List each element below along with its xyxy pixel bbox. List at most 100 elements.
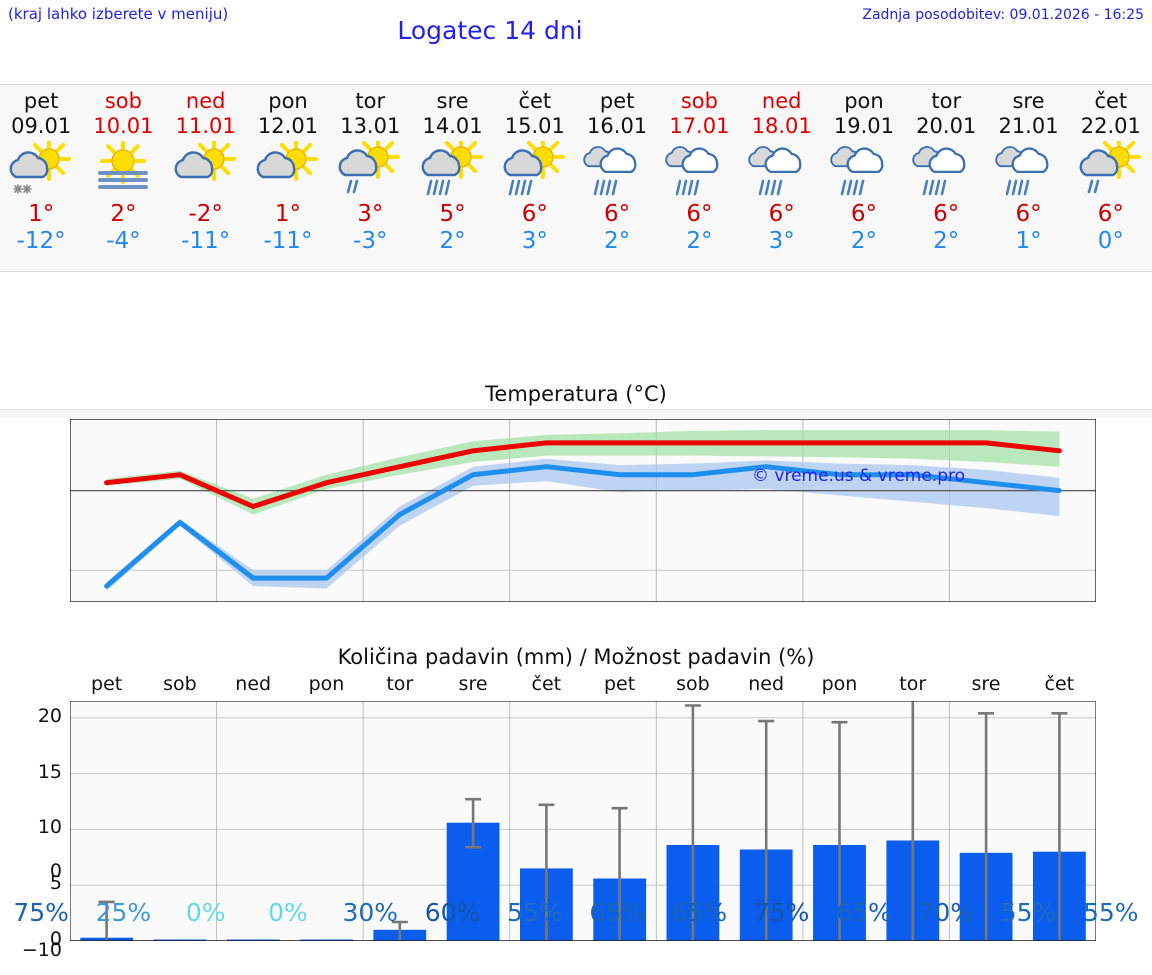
temperature-max-label: 3°	[357, 201, 384, 227]
menu-hint: (kraj lahko izberete v meniju)	[8, 5, 229, 23]
date-label: 15.01	[504, 114, 565, 138]
temperature-ytick-0: 0	[49, 859, 62, 882]
sun-fog-icon	[84, 141, 162, 199]
sun-cloud-rain-icon	[414, 141, 492, 199]
date-label: 16.01	[587, 114, 648, 138]
precipitation-day-label: čet	[531, 673, 562, 695]
cloud-rain-icon	[660, 141, 738, 199]
temperature-chart-section: Temperatura (°C) 0 −10	[0, 382, 1152, 961]
date-label: 10.01	[93, 114, 154, 138]
forecast-day-column[interactable]: ned 18.01 6° 3°	[741, 85, 823, 271]
day-of-week-label: pon	[844, 89, 884, 113]
date-label: 22.01	[1080, 114, 1141, 138]
temperature-min-label: 2°	[850, 228, 878, 254]
precipitation-chart-section: Količina padavin (mm) / Možnost padavin …	[0, 645, 1152, 975]
temperature-max-label: 6°	[933, 201, 960, 227]
forecast-day-column[interactable]: pet 16.01 6° 2°	[576, 85, 658, 271]
page-header: (kraj lahko izberete v meniju) Logatec 1…	[0, 0, 1152, 60]
date-label: 09.01	[11, 114, 72, 138]
day-of-week-label: sre	[1012, 89, 1045, 113]
precipitation-plot	[70, 701, 1096, 941]
temperature-max-label: 6°	[604, 201, 631, 227]
precipitation-day-label: pon	[308, 673, 345, 695]
forecast-day-column[interactable]: sob 10.01 2° -4°	[82, 85, 164, 271]
temperature-min-label: 1°	[1015, 228, 1042, 254]
cloud-rain-icon	[825, 141, 903, 199]
temperature-min-label: -11°	[181, 228, 231, 254]
temperature-min-label: -4°	[106, 228, 141, 254]
forecast-day-column[interactable]: pon 12.01 1° -11°	[247, 85, 329, 271]
day-of-week-label: pon	[268, 89, 308, 113]
forecast-day-column[interactable]: pet 09.01 1° -12°	[0, 85, 82, 271]
day-of-week-label: sob	[680, 89, 718, 113]
date-label: 14.01	[422, 114, 483, 138]
temperature-min-label: 2°	[686, 228, 713, 254]
temperature-chart-title: Temperatura (°C)	[485, 382, 667, 406]
temperature-min-label: -11°	[263, 228, 313, 254]
precipitation-ytick-label: 0	[49, 928, 62, 950]
precipitation-day-label: ned	[748, 673, 785, 695]
sun-cloud-icon	[249, 141, 327, 199]
day-of-week-label: tor	[355, 89, 386, 113]
day-of-week-label: pet	[599, 89, 635, 113]
temperature-max-label: 6°	[521, 201, 548, 227]
precipitation-chart-title: Količina padavin (mm) / Možnost padavin …	[337, 645, 815, 669]
precipitation-day-labels: pet sob ned pon tor sre čet pet sob ned pon tor sre č…	[70, 673, 1096, 697]
precipitation-ytick-label: 5	[49, 872, 62, 895]
temperature-min-label: 3°	[521, 228, 548, 254]
forecast-day-column[interactable]: ned 11.01 -2° -11°	[165, 85, 247, 271]
temperature-max-label: 5°	[439, 201, 466, 227]
precipitation-day-label: sre	[458, 673, 488, 695]
precipitation-day-label: sre	[971, 673, 1001, 695]
temperature-min-label: 0°	[1097, 228, 1124, 254]
forecast-day-column[interactable]: sre 14.01 5° 2°	[411, 85, 493, 271]
precipitation-probability-label: 0%	[185, 898, 226, 927]
temperature-min-label: 2°	[439, 228, 466, 254]
sun-cloud-rain-light-icon	[331, 141, 409, 199]
precipitation-probability-label: 75%	[753, 898, 810, 927]
temperature-max-label: 2°	[110, 201, 137, 227]
forecast-day-column[interactable]: tor 20.01 6° 2°	[905, 85, 987, 271]
precipitation-probability-label: 55%	[1083, 898, 1139, 927]
precipitation-probability-label: 65%	[589, 898, 645, 927]
temperature-min-label: 2°	[604, 228, 631, 254]
temperature-ytick-minus10: −10	[21, 939, 62, 962]
precipitation-probability-label: 55%	[1000, 898, 1057, 927]
date-label: 20.01	[916, 114, 977, 138]
forecast-day-column[interactable]: pon 19.01 6° 2°	[823, 85, 905, 271]
day-of-week-label: sob	[104, 89, 142, 113]
forecast-day-column[interactable]: sob 17.01 6° 2°	[658, 85, 740, 271]
precipitation-day-label: čet	[1044, 673, 1075, 695]
sun-cloud-icon	[167, 141, 245, 199]
sun-cloud-rain-icon	[496, 141, 574, 199]
forecast-day-column[interactable]: sre 21.01 6° 1°	[987, 85, 1069, 271]
precipitation-probability-label: 65%	[836, 898, 892, 927]
precipitation-day-label: tor	[899, 673, 927, 695]
temperature-max-label: 1°	[274, 201, 302, 227]
precipitation-day-label: tor	[386, 673, 414, 695]
last-updated-label: Zadnja posodobitev: 09.01.2026 - 16:25	[862, 7, 1144, 23]
sun-cloud-rain-light-icon	[1072, 141, 1150, 199]
precipitation-probability-label: 25%	[95, 898, 152, 927]
precipitation-probability-label: 30%	[342, 898, 399, 927]
temperature-max-label: 6°	[686, 201, 713, 227]
precipitation-ytick-label: 10	[37, 816, 62, 839]
forecast-day-column[interactable]: čet 22.01 6° 0°	[1070, 85, 1152, 271]
precipitation-probability-label: 60%	[424, 898, 481, 927]
cloud-rain-icon	[743, 141, 821, 199]
day-of-week-label: pet	[23, 89, 59, 113]
temperature-plot	[70, 419, 1096, 602]
page-title: Logatec 14 dni	[397, 16, 583, 45]
temperature-min-label: -3°	[353, 228, 388, 254]
day-of-week-label: ned	[185, 89, 226, 113]
date-label: 19.01	[833, 114, 895, 138]
day-of-week-label: čet	[518, 89, 552, 113]
forecast-day-column[interactable]: tor 13.01 3° -3°	[329, 85, 411, 271]
temperature-min-label: 3°	[768, 228, 795, 254]
precipitation-probability-label: 65%	[671, 898, 728, 927]
forecast-day-column[interactable]: čet 15.01 6° 3°	[494, 85, 576, 271]
temperature-max-label: 1°	[28, 201, 55, 227]
date-label: 11.01	[175, 114, 236, 138]
temperature-max-label: 6°	[768, 201, 795, 227]
